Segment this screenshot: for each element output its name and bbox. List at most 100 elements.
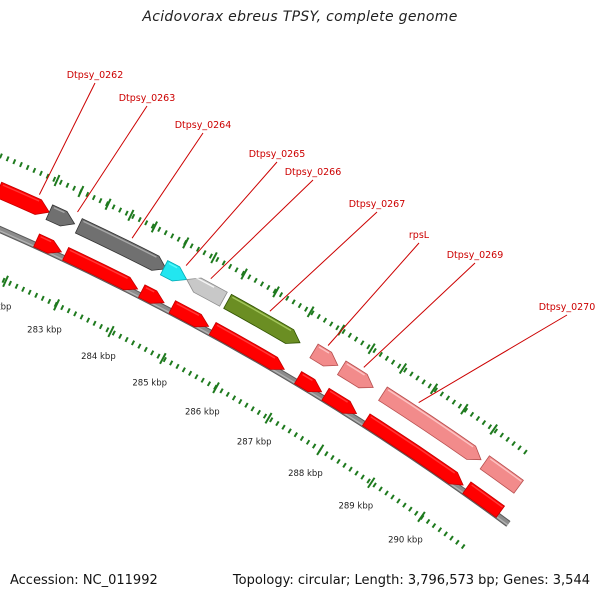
outer-tick bbox=[366, 344, 371, 350]
scale-tick bbox=[293, 432, 298, 438]
scale-tick bbox=[366, 478, 371, 484]
gene-highlight bbox=[176, 302, 200, 317]
scale-tick bbox=[324, 451, 329, 457]
scale-major-tick bbox=[316, 444, 325, 456]
scale-tick bbox=[402, 502, 407, 508]
scale-tick-ring bbox=[1, 275, 466, 550]
scale-tick bbox=[262, 413, 268, 419]
gene-highlight bbox=[53, 207, 65, 214]
gene-feature[interactable] bbox=[168, 300, 210, 328]
gene-feature[interactable] bbox=[462, 481, 506, 518]
gene-label: Dtpsy_0264 bbox=[175, 120, 232, 131]
outer-tick bbox=[45, 173, 50, 179]
scale-label: 288 kbp bbox=[288, 469, 323, 479]
scale-tick bbox=[66, 308, 71, 314]
outer-tick bbox=[189, 243, 194, 249]
leader-line bbox=[269, 211, 378, 312]
gene-feature[interactable] bbox=[293, 371, 323, 393]
scale-tick bbox=[1, 277, 6, 284]
outer-tick bbox=[499, 432, 505, 438]
outer-major-tick bbox=[398, 362, 408, 375]
outer-tick bbox=[131, 213, 136, 220]
outer-tick bbox=[39, 170, 43, 177]
gene-feature[interactable] bbox=[74, 218, 167, 271]
gene-feature[interactable] bbox=[33, 233, 63, 254]
gene-feature[interactable] bbox=[321, 387, 358, 415]
gene-feature[interactable] bbox=[62, 246, 139, 291]
scale-tick bbox=[40, 295, 45, 302]
outer-tick bbox=[253, 277, 258, 284]
outer-tick-ring bbox=[0, 153, 528, 455]
outer-major-tick bbox=[460, 403, 469, 415]
scale-major-tick bbox=[53, 299, 61, 311]
scale-tick bbox=[225, 391, 230, 398]
scale-major-tick bbox=[417, 511, 426, 523]
outer-tick bbox=[98, 197, 103, 204]
outer-major-tick bbox=[104, 198, 112, 211]
outer-tick bbox=[487, 424, 493, 430]
gene-feature[interactable] bbox=[223, 293, 301, 344]
gene-feature[interactable] bbox=[378, 386, 482, 461]
outer-tick bbox=[378, 351, 383, 358]
gene-arrow bbox=[137, 284, 165, 304]
gene-arrow bbox=[62, 246, 139, 291]
outer-tick bbox=[176, 236, 181, 242]
outer-tick bbox=[493, 428, 499, 434]
gene-feature[interactable] bbox=[208, 321, 285, 370]
outer-tick bbox=[65, 182, 70, 188]
scale-labels: 282 kbp 283 kbp 284 kbp 285 kbp 286 kbp 287 k… bbox=[0, 302, 423, 545]
scale-tick bbox=[200, 377, 205, 383]
scale-tick bbox=[460, 543, 466, 550]
gene-feature[interactable] bbox=[45, 204, 76, 227]
outer-tick bbox=[433, 387, 438, 393]
outer-major-tick bbox=[77, 185, 85, 198]
outer-major-tick bbox=[127, 209, 135, 222]
scale-tick bbox=[408, 506, 413, 512]
outer-tick bbox=[228, 263, 233, 270]
scale-tick bbox=[34, 292, 39, 298]
outer-tick bbox=[247, 274, 252, 280]
outer-tick bbox=[505, 436, 510, 442]
outer-tick bbox=[322, 317, 328, 323]
outer-tick bbox=[329, 321, 334, 327]
outer-tick bbox=[409, 371, 414, 377]
outer-major-tick bbox=[429, 383, 439, 395]
outer-tick bbox=[105, 201, 109, 207]
label-leader-lines bbox=[38, 82, 568, 404]
genome-summary-text: Topology: circular; Length: 3,796,573 bp… bbox=[232, 573, 590, 588]
scale-tick bbox=[162, 356, 167, 363]
gene-feature[interactable] bbox=[336, 360, 374, 389]
page-title: Acidovorax ebreus TPSY, complete genome bbox=[142, 9, 458, 25]
scale-major-tick bbox=[2, 275, 9, 288]
scale-tick bbox=[311, 443, 317, 449]
outer-tick bbox=[5, 156, 10, 162]
gene-track[interactable] bbox=[0, 181, 524, 518]
outer-major-tick bbox=[306, 306, 315, 318]
outer-tick bbox=[118, 207, 123, 213]
outer-tick bbox=[463, 407, 469, 413]
gene-highlight bbox=[232, 296, 292, 332]
outer-tick bbox=[0, 153, 3, 159]
outer-tick bbox=[475, 415, 481, 422]
gene-arrow bbox=[45, 204, 76, 227]
gene-highlight bbox=[40, 236, 52, 243]
gene-arrow bbox=[168, 300, 210, 328]
scale-tick bbox=[143, 346, 148, 353]
scale-tick bbox=[281, 424, 286, 430]
outer-tick bbox=[111, 204, 116, 210]
outer-tick bbox=[310, 310, 315, 316]
outer-major-tick bbox=[489, 423, 498, 435]
scale-major-tick bbox=[367, 477, 376, 489]
gene-feature[interactable] bbox=[137, 284, 165, 304]
gene-feature[interactable] bbox=[0, 181, 50, 215]
gene-feature[interactable] bbox=[309, 343, 339, 367]
outer-tick bbox=[427, 383, 432, 389]
gene-feature[interactable] bbox=[159, 260, 188, 282]
gene-highlight bbox=[346, 363, 365, 376]
outer-tick bbox=[266, 284, 271, 291]
gene-feature[interactable] bbox=[479, 455, 524, 494]
gene-label: Dtpsy_0265 bbox=[249, 149, 306, 160]
gene-feature[interactable] bbox=[361, 413, 464, 486]
gene-feature[interactable] bbox=[186, 274, 228, 307]
